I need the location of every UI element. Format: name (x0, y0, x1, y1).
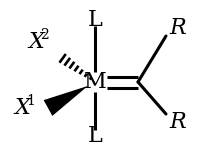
Text: X: X (14, 97, 30, 119)
Text: 1: 1 (26, 94, 35, 108)
Text: M: M (84, 71, 106, 93)
Text: L: L (88, 125, 102, 147)
Text: L: L (88, 9, 102, 31)
Polygon shape (44, 86, 88, 116)
Text: X: X (28, 31, 44, 53)
Text: R: R (170, 111, 186, 133)
Text: R: R (170, 17, 186, 39)
Text: 2: 2 (40, 28, 49, 42)
